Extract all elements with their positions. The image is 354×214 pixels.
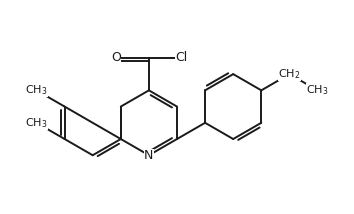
Text: CH$_3$: CH$_3$ (25, 83, 48, 97)
Text: N: N (144, 149, 154, 162)
Text: O: O (112, 51, 121, 64)
Text: CH$_2$: CH$_2$ (278, 67, 301, 81)
Text: Cl: Cl (175, 51, 188, 64)
Text: CH$_3$: CH$_3$ (306, 83, 329, 97)
Text: CH$_3$: CH$_3$ (25, 116, 48, 130)
